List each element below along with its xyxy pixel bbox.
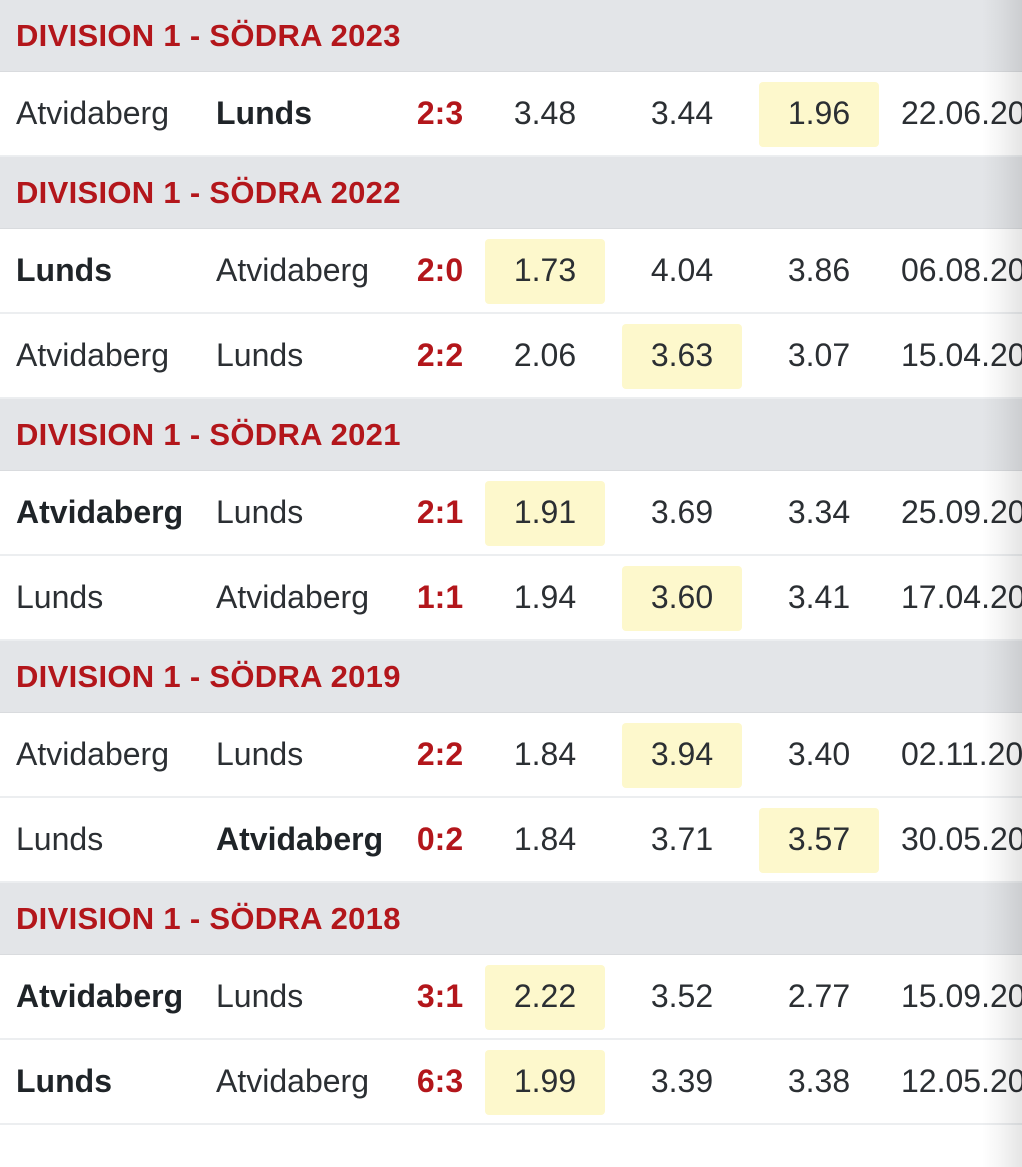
match-date: 02.11.20 (901, 736, 1022, 772)
away-team[interactable]: Lunds (216, 978, 304, 1014)
home-odd[interactable]: 1.84 (513, 821, 577, 857)
match-date: 17.04.20 (901, 579, 1022, 615)
league-section-header[interactable]: DIVISION 1 - SÖDRA 2019 (0, 641, 1022, 713)
away-team[interactable]: Lunds (216, 494, 304, 530)
away-odd[interactable]: 3.38 (787, 1063, 851, 1099)
league-section-header[interactable]: DIVISION 1 - SÖDRA 2023 (0, 0, 1022, 72)
match-row[interactable]: Atvidaberg Lunds 2:1 1.91 3.69 3.34 25.09.20 (0, 471, 1022, 556)
away-odd[interactable]: 3.86 (787, 252, 851, 288)
match-score[interactable]: 2:3 (416, 95, 464, 131)
home-team[interactable]: Lunds (16, 252, 112, 288)
draw-odd[interactable]: 3.52 (650, 978, 714, 1014)
league-section-header[interactable]: DIVISION 1 - SÖDRA 2022 (0, 157, 1022, 229)
home-team[interactable]: Lunds (16, 821, 104, 857)
match-date: 12.05.20 (901, 1063, 1022, 1099)
match-date: 15.09.20 (901, 978, 1022, 1014)
match-score[interactable]: 0:2 (416, 821, 464, 857)
match-row[interactable]: Lunds Atvidaberg 6:3 1.99 3.39 3.38 12.05.20 (0, 1040, 1022, 1125)
home-team[interactable]: Lunds (16, 579, 104, 615)
away-team[interactable]: Lunds (216, 337, 304, 373)
draw-odd[interactable]: 3.60 (622, 556, 742, 639)
home-team[interactable]: Lunds (16, 1063, 112, 1099)
draw-odd[interactable]: 3.71 (650, 821, 714, 857)
away-team[interactable]: Atvidaberg (216, 1063, 369, 1099)
league-section-header[interactable]: DIVISION 1 - SÖDRA 2021 (0, 399, 1022, 471)
head-to-head-table: DIVISION 1 - SÖDRA 2023 Atvidaberg Lunds 2:… (0, 0, 1022, 1125)
league-title[interactable]: DIVISION 1 - SÖDRA 2019 (16, 658, 401, 694)
away-odd[interactable]: 3.34 (787, 494, 851, 530)
home-odd[interactable]: 1.94 (513, 579, 577, 615)
away-odd[interactable]: 3.07 (787, 337, 851, 373)
away-team[interactable]: Atvidaberg (216, 252, 369, 288)
away-odd[interactable]: 2.77 (787, 978, 851, 1014)
match-score[interactable]: 6:3 (416, 1063, 464, 1099)
match-score[interactable]: 2:2 (416, 337, 464, 373)
match-date: 06.08.20 (901, 252, 1022, 288)
away-team[interactable]: Atvidaberg (216, 821, 384, 857)
match-row[interactable]: Atvidaberg Lunds 3:1 2.22 3.52 2.77 15.09.20 (0, 955, 1022, 1040)
match-date: 15.04.20 (901, 337, 1022, 373)
match-score[interactable]: 2:1 (416, 494, 464, 530)
away-team[interactable]: Atvidaberg (216, 579, 369, 615)
home-odd[interactable]: 2.06 (513, 337, 577, 373)
match-score[interactable]: 3:1 (416, 978, 464, 1014)
draw-odd[interactable]: 3.63 (622, 314, 742, 397)
draw-odd[interactable]: 3.69 (650, 494, 714, 530)
league-title[interactable]: DIVISION 1 - SÖDRA 2021 (16, 416, 401, 452)
away-odd[interactable]: 3.40 (787, 736, 851, 772)
home-odd[interactable]: 3.48 (513, 95, 577, 131)
match-row[interactable]: Lunds Atvidaberg 1:1 1.94 3.60 3.41 17.04.20 (0, 556, 1022, 641)
league-title[interactable]: DIVISION 1 - SÖDRA 2018 (16, 900, 401, 936)
draw-odd[interactable]: 3.94 (622, 713, 742, 796)
away-odd[interactable]: 3.57 (759, 798, 879, 881)
away-team[interactable]: Lunds (216, 736, 304, 772)
home-odd[interactable]: 1.91 (485, 471, 605, 554)
match-score[interactable]: 2:2 (416, 736, 464, 772)
match-row[interactable]: Atvidaberg Lunds 2:2 2.06 3.63 3.07 15.04.20 (0, 314, 1022, 399)
home-team[interactable]: Atvidaberg (16, 337, 169, 373)
away-odd[interactable]: 1.96 (759, 72, 879, 155)
home-team[interactable]: Atvidaberg (16, 978, 184, 1014)
home-team[interactable]: Atvidaberg (16, 494, 184, 530)
home-team[interactable]: Atvidaberg (16, 736, 169, 772)
league-title[interactable]: DIVISION 1 - SÖDRA 2022 (16, 174, 401, 210)
home-odd[interactable]: 1.84 (513, 736, 577, 772)
home-team[interactable]: Atvidaberg (16, 95, 169, 131)
away-odd[interactable]: 3.41 (787, 579, 851, 615)
home-odd[interactable]: 2.22 (485, 955, 605, 1038)
draw-odd[interactable]: 4.04 (650, 252, 714, 288)
match-date: 22.06.20 (901, 95, 1022, 131)
league-title[interactable]: DIVISION 1 - SÖDRA 2023 (16, 17, 401, 53)
match-row[interactable]: Atvidaberg Lunds 2:3 3.48 3.44 1.96 22.06.20 (0, 72, 1022, 157)
match-row[interactable]: Lunds Atvidaberg 0:2 1.84 3.71 3.57 30.05.20 (0, 798, 1022, 883)
match-row[interactable]: Lunds Atvidaberg 2:0 1.73 4.04 3.86 06.08.20 (0, 229, 1022, 314)
draw-odd[interactable]: 3.44 (650, 95, 714, 131)
match-score[interactable]: 2:0 (416, 252, 464, 288)
match-date: 30.05.20 (901, 821, 1022, 857)
home-odd[interactable]: 1.99 (485, 1040, 605, 1123)
home-odd[interactable]: 1.73 (485, 229, 605, 312)
match-score[interactable]: 1:1 (416, 579, 464, 615)
match-date: 25.09.20 (901, 494, 1022, 530)
league-section-header[interactable]: DIVISION 1 - SÖDRA 2018 (0, 883, 1022, 955)
draw-odd[interactable]: 3.39 (650, 1063, 714, 1099)
away-team[interactable]: Lunds (216, 95, 312, 131)
match-row[interactable]: Atvidaberg Lunds 2:2 1.84 3.94 3.40 02.11.20 (0, 713, 1022, 798)
